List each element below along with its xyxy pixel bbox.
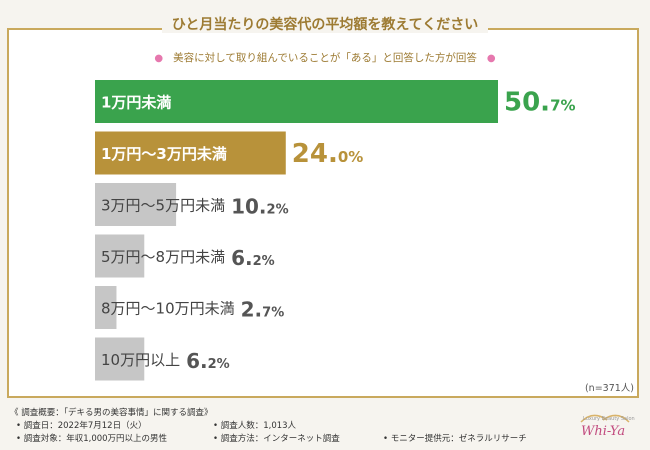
survey-count: • 調査人数：1,013人 xyxy=(213,421,297,431)
value-label-6: 6.2% xyxy=(186,349,230,373)
bar-1 xyxy=(95,80,498,123)
bar-5 xyxy=(95,286,117,329)
logo-arc-icon xyxy=(580,414,630,423)
value-label-3: 10.2% xyxy=(231,195,289,219)
survey-date: • 調査日：2022年7月12日（火） xyxy=(16,421,147,431)
category-label-4: 5万円～8万円未満 xyxy=(101,248,225,266)
chart-subtitle: ● 美容に対して取り組んでいることが「ある」と回答した方が回答 ● xyxy=(154,52,496,64)
logo-brand: Whi-Ya xyxy=(581,424,626,439)
category-label-5: 8万円～10万円未満 xyxy=(101,300,235,318)
category-label-3: 3万円～5万円未満 xyxy=(101,197,225,215)
category-label-2: 1万円～3万円未満 xyxy=(101,145,227,163)
category-label-1: 1万円未満 xyxy=(101,94,171,112)
value-label-2: 24.0% xyxy=(292,139,364,169)
bar-3 xyxy=(95,183,177,226)
bar-6 xyxy=(95,337,145,381)
category-label-6: 10万円以上 xyxy=(101,351,180,369)
bullet-dot-icon: ● xyxy=(486,53,496,64)
value-label-1: 50.7% xyxy=(504,88,576,118)
value-label-4: 6.2% xyxy=(231,246,275,270)
survey-target: • 調査対象：年収1,000万円以上の男性 xyxy=(16,434,168,444)
survey-overview: 《 調査概要：「デキる男の美容事情」に関する調査》 xyxy=(10,408,213,418)
logo-tagline: Luxury Beauty Salon xyxy=(583,416,635,422)
bar-2 xyxy=(95,131,286,175)
bullet-dot-icon: ● xyxy=(154,53,164,64)
survey-provider: • モニター提供元：ゼネラルリサーチ xyxy=(383,434,527,444)
sample-size-note: (n=371人) xyxy=(584,383,634,394)
whiya-logo: Luxury Beauty Salon Whi-Ya xyxy=(573,410,645,446)
survey-method: • 調査方法：インターネット調査 xyxy=(213,434,340,444)
chart-title: ひと月当たりの美容代の平均額を教えてください xyxy=(0,14,650,34)
value-label-5: 2.7% xyxy=(241,298,285,322)
bar-4 xyxy=(95,234,145,278)
